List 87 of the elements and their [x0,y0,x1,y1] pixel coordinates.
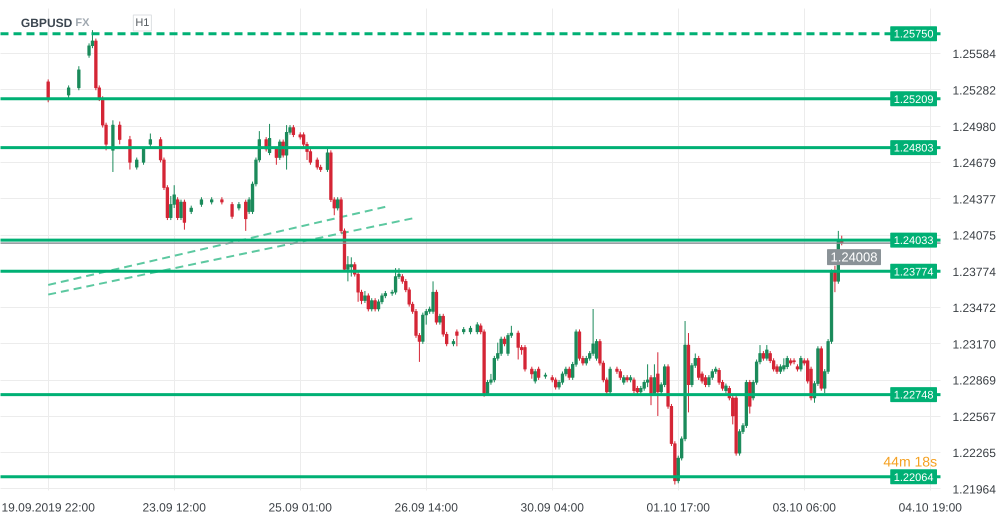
candlestick [66,84,70,100]
candlestick [128,135,132,170]
candlestick [373,298,377,312]
candlestick [292,124,296,138]
candlestick [316,157,319,170]
candlestick [179,199,183,221]
candlestick [46,78,50,103]
candlestick [799,355,803,372]
candlestick [350,256,353,278]
candlestick [534,368,537,384]
x-tick-label: 30.09 04:00 [520,500,584,514]
x-tick-label: 03.10 06:00 [772,500,836,514]
x-tick-label: 01.10 17:00 [646,500,710,514]
x-tick-label: 25.09 01:00 [268,500,332,514]
candlestick [438,313,442,326]
candlestick [346,256,350,282]
candlestick [646,364,650,388]
candlestick [568,366,571,380]
candlestick [284,124,288,170]
candlestick [536,366,540,380]
candlestick [656,352,660,416]
candlestick [182,199,186,230]
ref-line-label: 1.24033 [894,235,934,248]
ref-line-label: 1.22748 [894,390,934,402]
candlestick [200,196,204,208]
y-tick-label: 1.22567 [952,410,996,424]
y-tick-label: 1.22265 [952,446,996,460]
y-tick-label: 1.22869 [952,374,996,388]
candlestick [584,355,588,366]
candlestick [366,292,370,312]
y-tick-label: 1.24679 [952,156,996,170]
candlestick [455,328,459,347]
candlestick [530,366,534,380]
ref-line-label: 1.22064 [894,472,934,484]
candlestick [118,120,122,145]
candlestick [516,330,520,360]
candlestick [762,350,766,362]
candlestick [649,374,653,406]
annotation: FX [75,16,90,29]
candlestick [363,290,367,304]
candlestick [523,344,527,372]
annotation: H1 [135,16,150,29]
text: GBPUSD [20,16,73,30]
candlestick [148,133,152,148]
candlestick [499,336,503,356]
y-tick-label: 1.23472 [952,301,996,316]
candlestick [326,147,330,172]
candlestick [394,268,398,296]
candlestick [765,344,768,362]
candlestick [502,336,506,347]
candlestick [632,377,636,394]
y-tick-label: 1.21964 [952,482,996,496]
candlestick [244,199,248,232]
x-tick-label: 19.09.2019 22:00 [1,500,96,514]
y-tick-label: 1.23170 [952,337,996,352]
ref-line-label: 1.24803 [894,142,934,155]
candlestick [176,196,180,221]
candlestick [370,298,374,312]
candlestick [782,358,786,372]
candlestick [608,366,612,395]
ref-line-label: 1.25750 [894,28,934,41]
y-tick-label: 1.24377 [952,192,996,206]
x-tick-label: 23.09 12:00 [142,500,206,514]
candlestick [697,355,700,380]
candlestick [554,377,558,390]
ref-line-label: 1.24008 [830,250,878,265]
x-tick-label: 26.09 14:00 [394,500,458,514]
y-tick-label: 1.25584 [952,47,996,62]
candlestick [336,196,340,211]
y-tick-label: 1.23774 [952,264,996,279]
x-tick-label: 04.10 19:00 [898,500,962,514]
y-tick-label: 1.24075 [952,228,996,243]
candlestick [724,383,728,394]
candlestick [77,66,80,91]
ref-line-label: 1.25209 [894,94,934,106]
ref-line-label: 1.23774 [894,266,934,278]
candlestick [618,368,622,380]
candlestick [786,355,789,370]
candlestick [591,308,595,356]
candlestick [476,322,479,335]
y-tick-label: 1.25282 [952,83,996,98]
annotation: 44m 18s [883,454,938,470]
candlestick [622,374,626,386]
y-tick-label: 1.24980 [952,120,996,134]
candlestick [230,202,234,220]
candlestick [704,374,708,388]
candlestick [135,157,138,170]
